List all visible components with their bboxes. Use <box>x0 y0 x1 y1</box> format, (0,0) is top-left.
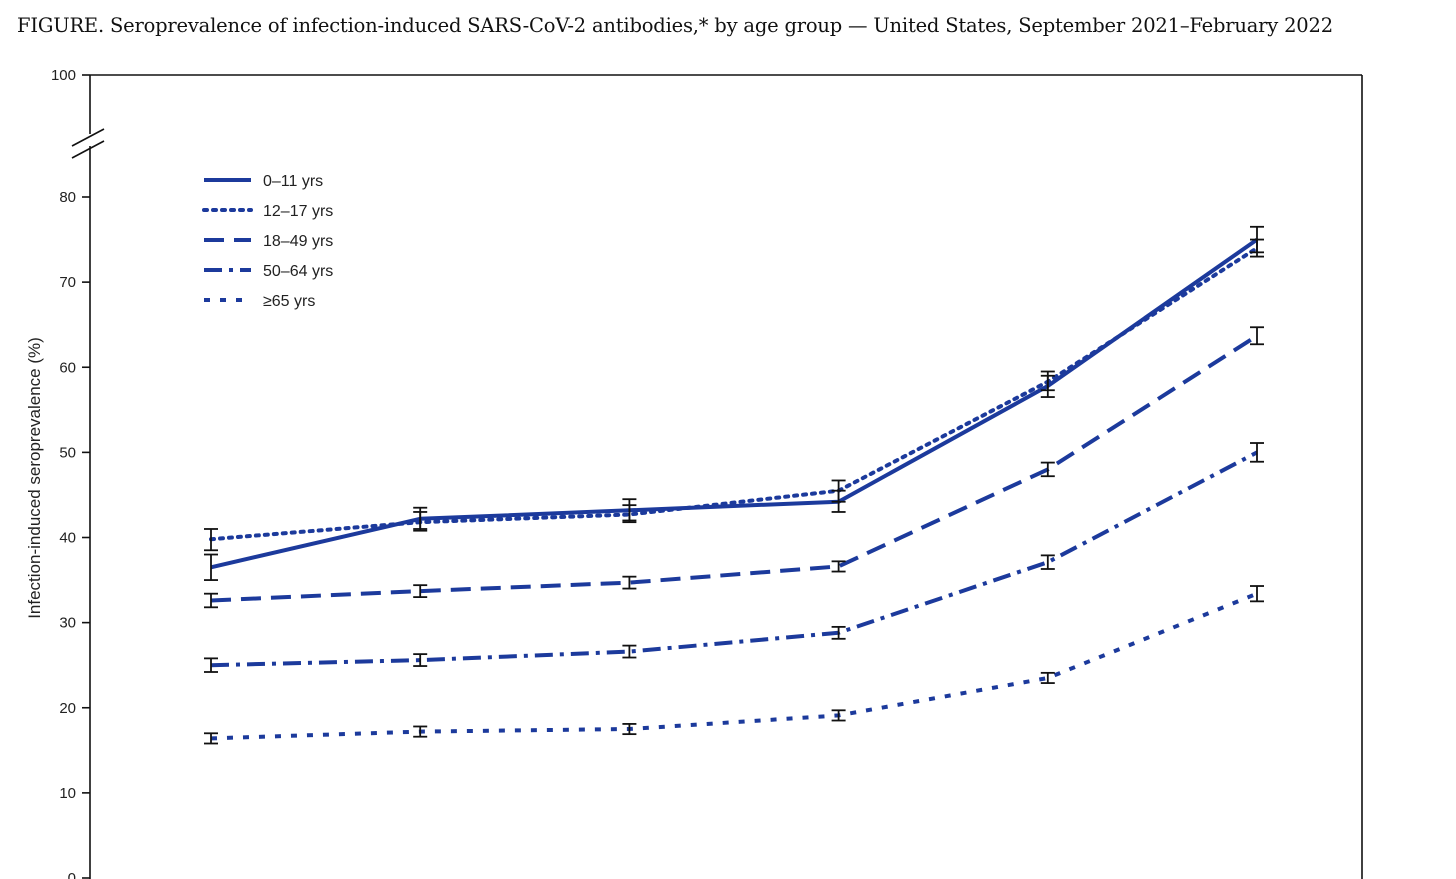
legend-item: 18–49 yrs <box>204 233 333 250</box>
figure-title: FIGURE. Seroprevalence of infection-indu… <box>17 14 1333 37</box>
legend-item: 12–17 yrs <box>202 203 333 220</box>
y-axis: 0 10 20 30 40 50 60 70 80 100 <box>51 67 105 879</box>
error-bar <box>622 644 637 659</box>
y-tick-label: 100 <box>51 67 76 84</box>
error-bar <box>1250 585 1264 603</box>
error-bar <box>1040 370 1055 392</box>
y-tick-label: 50 <box>59 444 76 461</box>
y-tick-label: 20 <box>59 700 76 717</box>
error-bar <box>1250 326 1264 346</box>
legend-label: 50–64 yrs <box>263 263 333 280</box>
series-layer <box>209 237 1259 741</box>
error-bar <box>831 560 846 573</box>
series-line-1 <box>210 237 1259 570</box>
error-bar <box>413 653 428 667</box>
y-tick-label: 40 <box>59 530 76 547</box>
error-bar-layer <box>204 225 1264 745</box>
plot-frame <box>90 74 1363 879</box>
error-bar <box>1250 238 1264 258</box>
error-bar <box>204 528 218 552</box>
series-line-5 <box>210 591 1258 741</box>
y-tick-label: 0 <box>68 870 76 879</box>
error-bar <box>1040 554 1055 570</box>
legend-label: ≥65 yrs <box>263 293 315 310</box>
y-tick-label: 10 <box>59 785 76 802</box>
error-bar <box>622 575 637 590</box>
legend-item: ≥65 yrs <box>204 293 315 310</box>
error-bar <box>622 504 637 524</box>
error-bar <box>413 584 428 598</box>
error-bar <box>831 709 846 722</box>
error-bar <box>831 625 846 640</box>
series-line-4 <box>210 450 1258 668</box>
error-bar <box>413 725 428 738</box>
error-bar <box>204 553 218 581</box>
legend-label: 18–49 yrs <box>263 233 333 250</box>
series-line-2 <box>209 246 1259 542</box>
axis-break-mark <box>71 140 105 159</box>
legend: 0–11 yrs 12–17 yrs 18–49 yrs 50–64 yrs ≥65 y… <box>202 173 333 310</box>
error-bar <box>204 592 218 609</box>
y-tick-label: 80 <box>59 189 76 206</box>
legend-label: 0–11 yrs <box>263 173 323 190</box>
error-bar <box>204 732 218 745</box>
error-bar <box>1040 461 1055 478</box>
error-bar <box>1250 442 1264 463</box>
error-bar <box>831 479 846 503</box>
error-bar <box>413 511 428 532</box>
series-line-3 <box>210 334 1259 603</box>
axis-break-mark <box>71 128 105 147</box>
y-axis-title-group: Infection-induced seroprevalence (%) <box>25 337 44 619</box>
error-bar <box>1040 671 1055 684</box>
error-bar <box>622 723 637 736</box>
y-tick-label: 70 <box>59 274 76 291</box>
y-tick-label: 60 <box>59 359 76 376</box>
legend-label: 12–17 yrs <box>263 203 333 220</box>
legend-item: 0–11 yrs <box>204 173 323 190</box>
y-tick-label: 30 <box>59 615 76 632</box>
legend-item: 50–64 yrs <box>204 263 333 280</box>
error-bar <box>204 657 218 673</box>
y-axis-title: Infection-induced seroprevalence (%) <box>25 337 44 619</box>
